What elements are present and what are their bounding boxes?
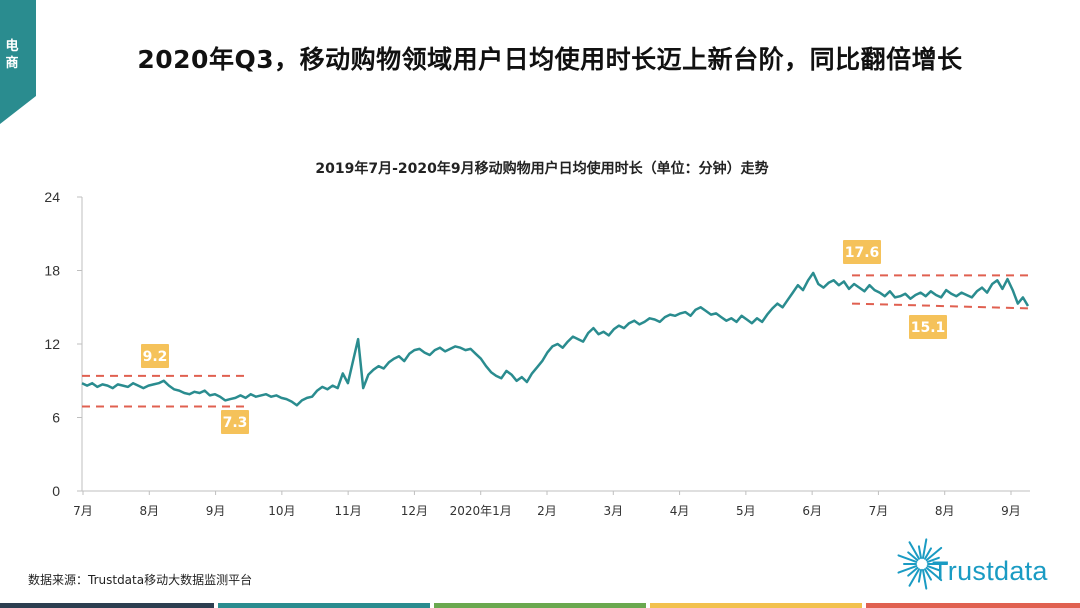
reference-line-4: [851, 302, 1034, 310]
sunburst-ray: [897, 565, 918, 574]
sunburst-ray: [897, 554, 918, 563]
trustdata-logo: Trustdata: [892, 534, 1072, 594]
sunburst-ray: [908, 568, 920, 587]
y-tick-label: 24: [44, 189, 60, 205]
sunburst-ray: [908, 541, 920, 560]
annotation-label-2: 7.3: [223, 415, 248, 431]
x-tick-label: 9月: [1001, 504, 1021, 518]
x-tick-label: 7月: [869, 504, 889, 518]
x-tick-label: 2月: [537, 504, 557, 518]
source-note: 数据来源：Trustdata移动大数据监测平台: [28, 573, 253, 587]
section-tab-label: 电商: [5, 39, 19, 71]
x-tick-label: 12月: [401, 504, 428, 518]
logo-text: Trustdata: [932, 556, 1048, 586]
footer-bar-1: [0, 603, 214, 608]
x-tick-label: 7月: [73, 504, 93, 518]
footer-bar-5: [866, 603, 1080, 608]
x-tick-label: 11月: [335, 504, 362, 518]
annotation-box-4: [909, 315, 947, 339]
y-tick-label: 12: [44, 336, 60, 352]
x-tick-label: 10月: [268, 504, 295, 518]
y-tick-label: 0: [52, 483, 60, 499]
sunburst-ray: [925, 546, 943, 562]
sunburst-ray: [907, 551, 919, 562]
sunburst-ray: [926, 565, 940, 572]
sunburst-ray: [925, 566, 943, 582]
sunburst-ray: [907, 566, 919, 577]
x-tick-label: 4月: [670, 504, 690, 518]
x-tick-label: 9月: [206, 504, 226, 518]
section-tab: 电商: [0, 0, 36, 124]
footer-bar-3: [434, 603, 646, 608]
sunburst-ray: [922, 538, 928, 560]
sunburst-ray: [926, 556, 940, 563]
sunburst-ray: [922, 568, 928, 590]
annotation-box-3: [843, 240, 881, 264]
x-tick-label: 3月: [603, 504, 623, 518]
x-tick-label: 8月: [935, 504, 955, 518]
series-line: [81, 271, 1030, 407]
annotation-box-2: [221, 410, 249, 434]
x-tick-label: 2020年1月: [450, 504, 512, 518]
footer-bar-4: [650, 603, 862, 608]
x-tick-label: 6月: [802, 504, 822, 518]
annotation-label-1: 9.2: [143, 349, 168, 365]
footer-bar-2: [218, 603, 430, 608]
y-tick-label: 6: [52, 410, 60, 426]
annotation-label-3: 17.6: [845, 245, 880, 261]
x-tick-label: 8月: [139, 504, 159, 518]
sunburst-ray: [924, 568, 932, 581]
sunburst-ray: [917, 568, 922, 583]
sunburst-ray: [917, 545, 922, 560]
section-tab-shape: [0, 0, 36, 124]
x-tick-label: 5月: [736, 504, 756, 518]
sunburst-ray: [924, 547, 932, 560]
y-tick-label: 18: [44, 263, 60, 279]
page-title: 2020年Q3，移动购物领域用户日均使用时长迈上新台阶，同比翻倍增长: [137, 45, 963, 74]
annotation-box-1: [141, 344, 169, 368]
sunburst-icon: [897, 538, 948, 590]
chart-title: 2019年7月-2020年9月移动购物用户日均使用时长（单位：分钟）走势: [315, 161, 769, 177]
annotation-label-4: 15.1: [911, 320, 946, 336]
